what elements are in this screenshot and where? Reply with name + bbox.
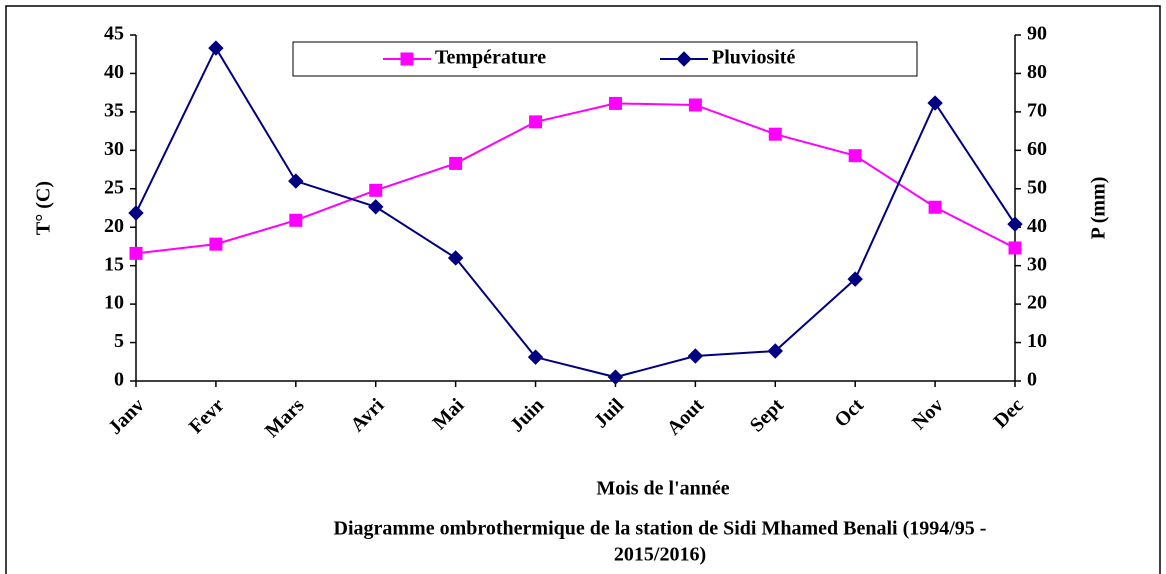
data-point (928, 200, 942, 214)
data-point (449, 156, 463, 170)
legend-marker (676, 51, 692, 67)
legend-label: Température (435, 47, 546, 69)
data-point (1008, 241, 1022, 255)
series-line (135, 102, 1016, 255)
y-tick-label: 40 (104, 61, 124, 83)
x-axis-label: Mois de l'année (596, 478, 729, 500)
data-point (848, 149, 862, 163)
y2-tick-label: 40 (1027, 215, 1047, 237)
data-point (289, 213, 303, 227)
y-tick-label: 25 (104, 176, 124, 198)
x-tick-label: Mars (261, 394, 309, 442)
y-axis-label: T° (C) (33, 181, 55, 235)
chart-frame (5, 5, 1161, 574)
y2-tick-label: 30 (1027, 253, 1047, 275)
y2-tick-label: 20 (1027, 292, 1047, 314)
data-point (527, 349, 544, 365)
data-point (209, 237, 223, 251)
data-point (529, 115, 543, 129)
chart-title: Diagramme ombrothermique de la station d… (334, 518, 987, 540)
legend-label: Pluviosité (712, 47, 795, 69)
data-point (687, 348, 704, 364)
y2-tick-label: 80 (1027, 61, 1047, 83)
x-tick-label: Avri (347, 394, 389, 436)
data-point (688, 98, 702, 112)
data-point (208, 40, 224, 56)
x-tick-label: Oct (830, 394, 868, 432)
y-tick-label: 20 (104, 215, 124, 237)
y-tick-label: 35 (104, 99, 124, 121)
y-tick-label: 0 (114, 369, 124, 391)
data-point (927, 95, 943, 111)
y-tick-label: 45 (104, 23, 124, 45)
y2-tick-label: 60 (1027, 138, 1047, 160)
y2-tick-label: 70 (1027, 99, 1047, 121)
data-point (288, 173, 304, 189)
x-tick-label: Juin (506, 394, 548, 436)
legend-marker (400, 52, 414, 66)
data-point (447, 250, 464, 266)
y-tick-label: 5 (114, 330, 124, 352)
data-point (608, 96, 622, 110)
data-point (368, 199, 384, 215)
y-tick-label: 30 (104, 138, 124, 160)
series-line (135, 45, 1016, 379)
data-point (767, 343, 783, 359)
x-tick-label: Nov (908, 394, 948, 434)
data-point (847, 271, 863, 287)
x-tick-label: Juil (590, 394, 629, 433)
chart-title: 2015/2016) (614, 544, 706, 566)
y2-tick-label: 0 (1027, 369, 1037, 391)
y2-axis-label: P (mm) (1088, 177, 1110, 240)
y-tick-label: 15 (104, 253, 124, 275)
data-point (128, 205, 144, 221)
x-tick-label: Aout (663, 394, 709, 440)
y-tick-label: 10 (104, 292, 124, 314)
data-point (1007, 216, 1023, 232)
x-tick-label: Janv (104, 394, 149, 439)
data-point (607, 369, 624, 385)
data-point (129, 246, 143, 260)
data-point (369, 183, 383, 197)
y2-tick-label: 50 (1027, 176, 1047, 198)
y2-tick-label: 90 (1027, 23, 1047, 45)
x-tick-label: Dec (989, 394, 1027, 432)
x-tick-label: Mai (429, 394, 469, 434)
data-point (768, 127, 782, 141)
x-tick-label: Sept (746, 394, 789, 437)
x-tick-label: Fevr (185, 394, 229, 438)
y2-tick-label: 10 (1027, 330, 1047, 352)
